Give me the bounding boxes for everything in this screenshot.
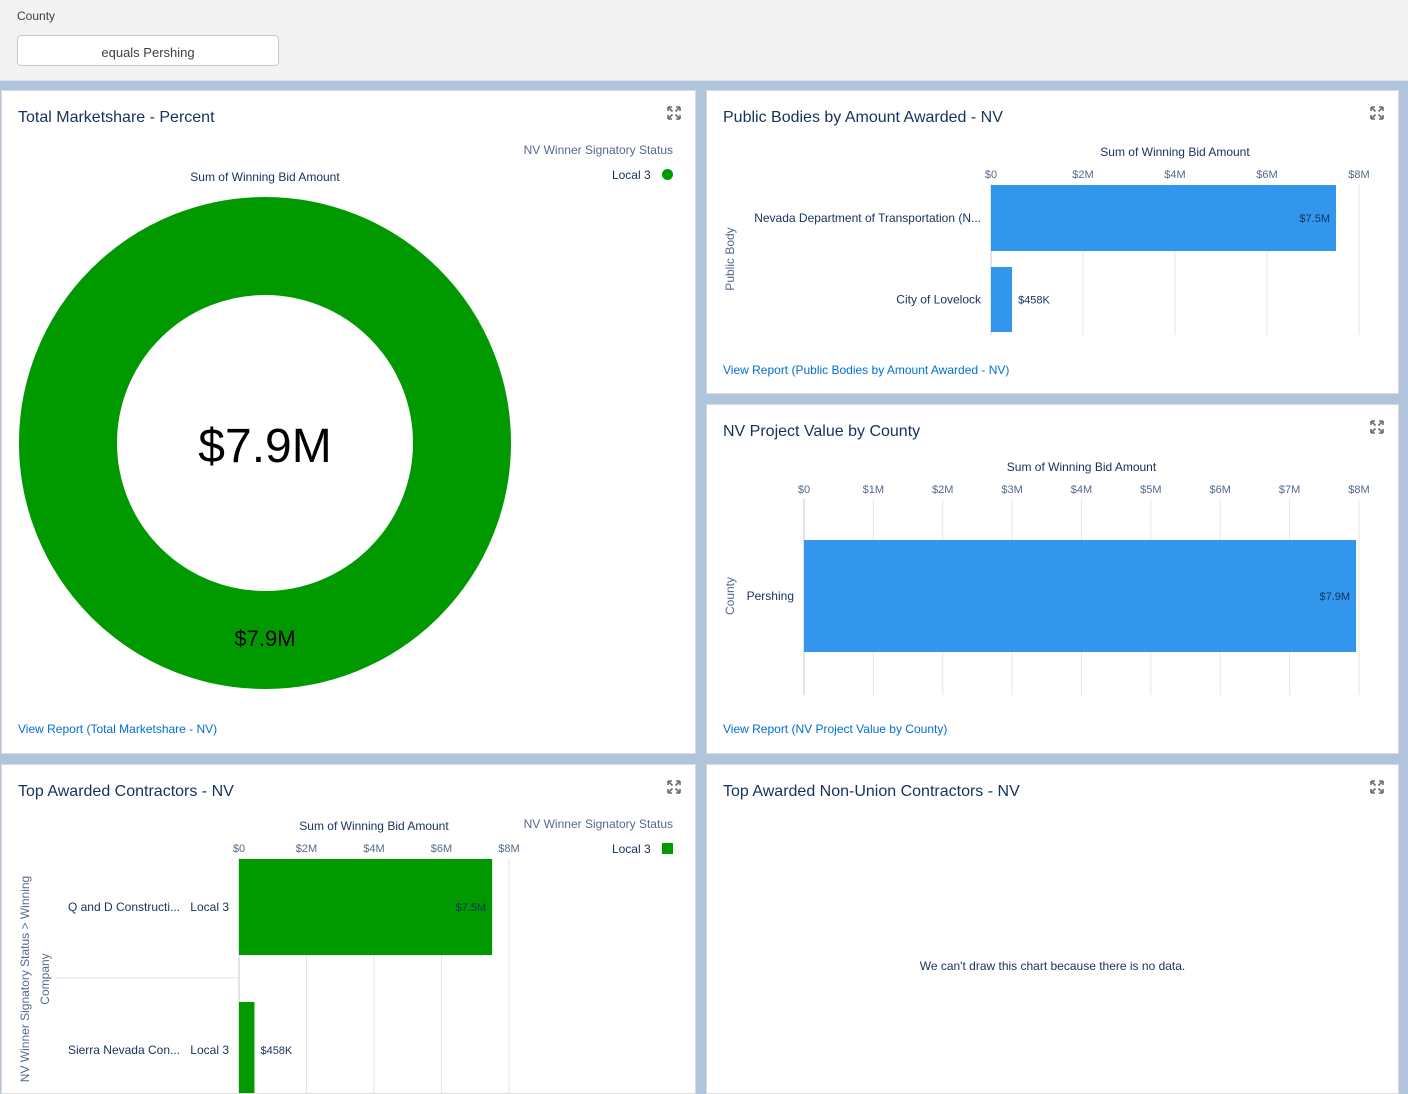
card-title: NV Project Value by County	[723, 423, 921, 440]
chart-title: Sum of Winning Bid Amount	[1007, 460, 1157, 474]
tick-label: $4M	[1071, 484, 1092, 496]
tick-label: $4M	[1164, 169, 1185, 181]
tick-label: $2M	[296, 843, 317, 855]
bar[interactable]	[239, 1002, 255, 1094]
filter-label: County	[17, 9, 56, 23]
bar[interactable]	[239, 859, 493, 955]
card-title: Top Awarded Contractors - NV	[18, 783, 234, 800]
legend-label: Local 3	[611, 168, 651, 182]
card-title: Total Marketshare - Percent	[18, 109, 215, 126]
group-label: Local 3	[190, 900, 229, 914]
data-label: $7.5M	[456, 902, 487, 914]
axis-label: Public Body	[723, 227, 737, 290]
tick-label: $8M	[498, 843, 519, 855]
category-label: Nevada Department of Transportation (N..…	[754, 211, 981, 225]
legend-swatch	[662, 843, 673, 854]
axis-label: Company	[38, 953, 52, 1004]
data-label: $458K	[260, 1045, 292, 1057]
county-chart: Sum of Winning Bid Amount $0 $1M $2M $3M $4M $…	[723, 460, 1370, 695]
donut-center-value: $7.9M	[198, 420, 331, 473]
tick-label: $6M	[1256, 169, 1277, 181]
county-filter[interactable]: equals Pershing	[17, 35, 279, 66]
legend-item: Local 3	[612, 168, 673, 182]
tick-label: $8M	[1348, 169, 1369, 181]
expand-icon[interactable]	[1370, 420, 1384, 434]
tick-label: $0	[798, 484, 810, 496]
bar[interactable]	[804, 540, 1357, 652]
legend-swatch	[662, 169, 673, 180]
card-top-contractors: Top Awarded Contractors - NV NV Winner S…	[1, 764, 696, 1094]
tick-label: $0	[233, 843, 245, 855]
tick-label: $2M	[1072, 169, 1093, 181]
tick-label: $7M	[1279, 484, 1300, 496]
filter-bar: County equals Pershing	[0, 0, 1408, 81]
donut-slice[interactable]	[19, 197, 511, 689]
card-project-value-county: NV Project Value by County Sum of Winnin…	[706, 404, 1399, 754]
legend-title: NV Winner Signatory Status	[523, 817, 673, 831]
chart-title: Sum of Winning Bid Amount	[1100, 145, 1250, 159]
expand-icon[interactable]	[667, 780, 681, 794]
tick-label: $0	[985, 169, 997, 181]
card-total-marketshare: Total Marketshare - Percent NV Winner Si…	[1, 90, 696, 754]
chart-subtitle: Sum of Winning Bid Amount	[190, 170, 340, 184]
legend-title: NV Winner Signatory Status	[523, 143, 673, 157]
view-report-link[interactable]: View Report (NV Project Value by County)	[723, 722, 948, 736]
tick-label: $6M	[1210, 484, 1231, 496]
expand-icon[interactable]	[667, 106, 681, 120]
tick-label: $8M	[1348, 484, 1369, 496]
category-label: Sierra Nevada Con...	[68, 1043, 180, 1057]
data-label: $458K	[1018, 295, 1050, 307]
card-title: Top Awarded Non-Union Contractors - NV	[723, 783, 1020, 800]
tick-label: $5M	[1140, 484, 1161, 496]
category-label: City of Lovelock	[896, 293, 982, 307]
tick-label: $4M	[363, 843, 384, 855]
card-public-bodies: Public Bodies by Amount Awarded - NV Sum…	[706, 90, 1399, 394]
contractors-chart: Sum of Winning Bid Amount $0 $2M $4M $6M $8M N…	[18, 819, 520, 1094]
group-label: Local 3	[190, 1043, 229, 1057]
data-label: $7.5M	[1299, 213, 1330, 225]
data-label: $7.9M	[1320, 591, 1351, 603]
slice-label: $7.9M	[234, 626, 295, 651]
axis-label: NV Winner Signatory Status > Winning	[18, 876, 32, 1082]
category-label: Q and D Constructi...	[68, 900, 180, 914]
card-title: Public Bodies by Amount Awarded - NV	[723, 109, 1003, 126]
chart-title: Sum of Winning Bid Amount	[299, 819, 449, 833]
view-report-link[interactable]: View Report (Total Marketshare - NV)	[18, 722, 218, 736]
axis-label: County	[723, 577, 737, 615]
expand-icon[interactable]	[1370, 106, 1384, 120]
legend-label: Local 3	[611, 842, 651, 856]
bar[interactable]	[991, 185, 1336, 251]
card-non-union-contractors: Top Awarded Non-Union Contractors - NV W…	[706, 764, 1399, 1094]
tick-label: $1M	[863, 484, 884, 496]
tick-label: $3M	[1001, 484, 1022, 496]
donut-chart: Sum of Winning Bid Amount $7.9M $7.9M	[19, 170, 511, 689]
empty-chart-message: We can't draw this chart because there i…	[919, 959, 1186, 973]
tick-label: $6M	[431, 843, 452, 855]
bar[interactable]	[991, 267, 1013, 332]
view-report-link[interactable]: View Report (Public Bodies by Amount Awa…	[723, 363, 1010, 377]
expand-icon[interactable]	[1370, 780, 1384, 794]
tick-label: $2M	[932, 484, 953, 496]
legend-item: Local 3	[612, 842, 673, 856]
public-bodies-chart: Sum of Winning Bid Amount $0 $2M $4M $6M $8M P…	[723, 145, 1370, 335]
category-label: Pershing	[747, 589, 794, 603]
